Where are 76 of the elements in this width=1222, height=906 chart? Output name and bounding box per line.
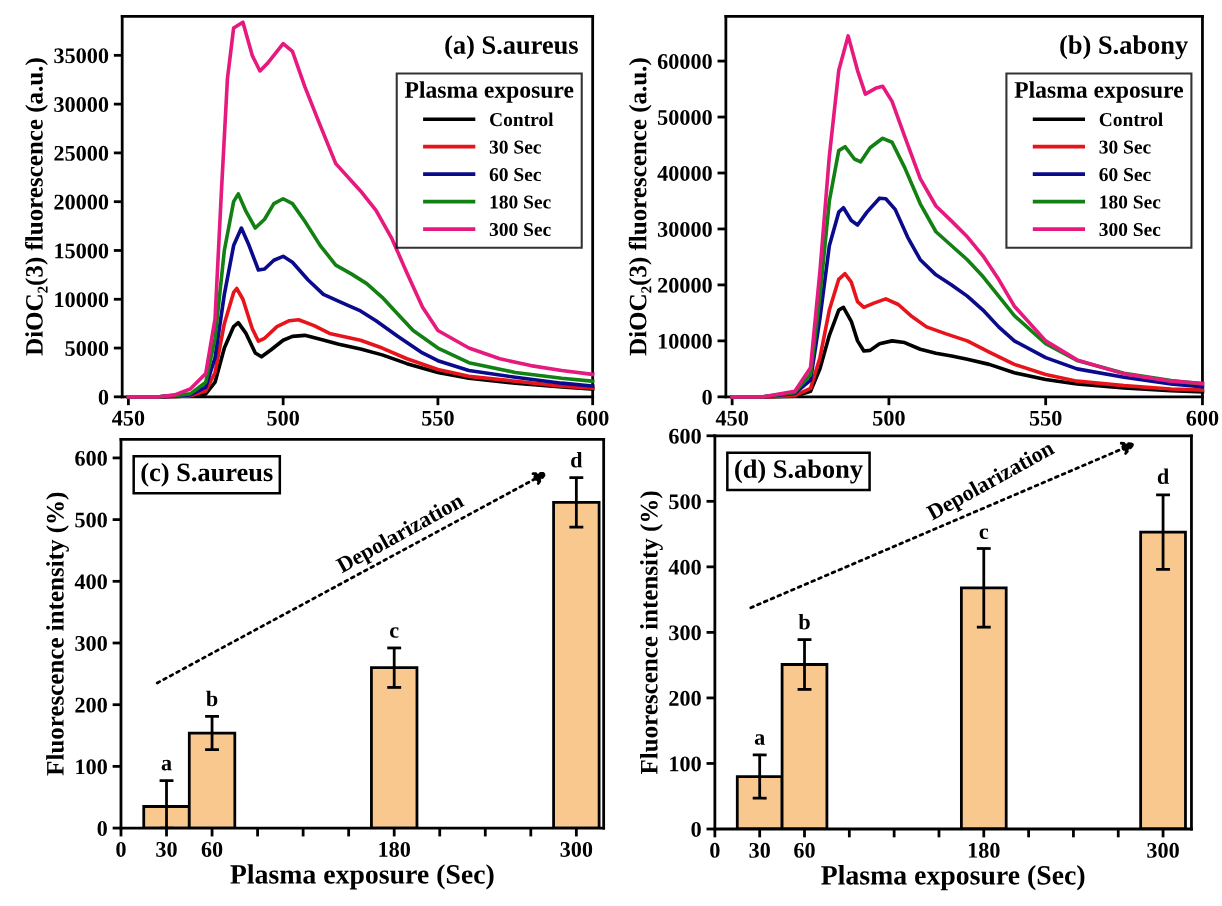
text: (a) S.aureus [445, 35, 578, 60]
x-tick-label: 500 [267, 410, 299, 426]
legend-label: 60 Sec [489, 168, 541, 182]
legend-label: 180 Sec [490, 195, 551, 209]
legend-title: Plasma exposure [404, 81, 574, 103]
x-tick-label: 600 [1186, 410, 1219, 426]
text: (d) S.abony [735, 459, 863, 484]
x-tick-label: 450 [112, 410, 145, 426]
y-tick-label: 20000 [54, 194, 109, 210]
annotation: c [979, 528, 989, 540]
annotation: c [390, 627, 399, 638]
y-tick-label: 100 [670, 756, 701, 772]
x-tick-label: 30 [156, 841, 177, 857]
y-tick-label: 20000 [658, 277, 712, 293]
x-tick-label: 600 [576, 410, 609, 426]
x-tick-label: 0 [116, 841, 126, 857]
y-tick-label: 200 [669, 690, 701, 706]
text: (b) S.abony [1060, 35, 1188, 60]
y-tick-label: 40000 [657, 165, 712, 181]
y-tick-label: 10000 [55, 292, 109, 308]
y-axis-title: Fluorescence intensity (%) [640, 491, 663, 775]
y-tick-label: 0 [97, 821, 107, 837]
x-tick-label: 300 [1147, 842, 1179, 858]
x-tick-label: 500 [873, 410, 905, 426]
x-tick-label: 300 [560, 841, 593, 857]
x-tick-label: 60 [201, 841, 223, 857]
y-tick-label: 200 [75, 697, 107, 713]
y-tick-label: 400 [74, 574, 107, 590]
x-tick-label: 550 [1029, 410, 1062, 426]
text: (c) S.aureus [141, 462, 273, 487]
y-tick-label: 600 [669, 428, 701, 444]
annotation: a [754, 734, 765, 745]
y-tick-label: 0 [691, 821, 701, 837]
y-tick-label: 30000 [54, 97, 109, 113]
annotation: d [1157, 468, 1169, 485]
y-axis-title: Fluorescence intensity (%) [46, 492, 69, 776]
annotation: a [161, 759, 172, 771]
legend-label: 300 Sec [489, 222, 551, 237]
legend-label: Control [490, 112, 554, 127]
legend-label: 60 Sec [1099, 168, 1151, 182]
x-tick-label: 550 [422, 410, 454, 426]
x-axis-title: Plasma exposure (Sec) [821, 865, 1085, 891]
y-tick-label: 300 [75, 635, 107, 651]
y-axis-title: DiOC₂(3) fluorescence (a.u.) [628, 58, 652, 356]
y-tick-label: 35000 [54, 48, 109, 64]
x-tick-label: 30 [749, 842, 770, 858]
x-tick-label: 180 [379, 841, 411, 857]
y-tick-label: 50000 [658, 109, 712, 125]
legend-label: 30 Sec [1099, 140, 1151, 154]
y-axis-title: DiOC₂(3) fluorescence (a.u.) [24, 58, 48, 356]
legend-title: Plasma exposure [1014, 81, 1184, 103]
y-tick-label: 60000 [657, 54, 712, 69]
x-tick-label: 60 [794, 842, 815, 858]
y-tick-label: 400 [668, 559, 701, 575]
y-tick-label: 100 [76, 759, 107, 775]
y-tick-label: 0 [702, 389, 712, 405]
annotation: b [798, 613, 810, 630]
y-tick-label: 10000 [658, 333, 712, 349]
y-tick-label: 0 [98, 389, 109, 405]
y-tick-label: 500 [669, 494, 701, 510]
x-tick-label: 180 [968, 842, 1000, 858]
legend-label: 30 Sec [489, 140, 541, 154]
legend-label: 180 Sec [1100, 195, 1161, 209]
y-tick-label: 600 [75, 450, 107, 466]
x-tick-label: 450 [715, 410, 748, 426]
y-tick-label: 5000 [65, 340, 109, 356]
legend-label: 300 Sec [1099, 222, 1161, 237]
y-tick-label: 500 [75, 512, 107, 528]
annotation: d [571, 451, 583, 468]
annotation: b [206, 690, 218, 707]
y-tick-label: 25000 [54, 145, 109, 161]
y-tick-label: 300 [669, 625, 701, 641]
x-axis-title: Plasma exposure (Sec) [230, 864, 494, 890]
y-tick-label: 15000 [55, 243, 109, 259]
y-tick-label: 30000 [657, 221, 712, 237]
legend-label: Control [1099, 112, 1163, 127]
